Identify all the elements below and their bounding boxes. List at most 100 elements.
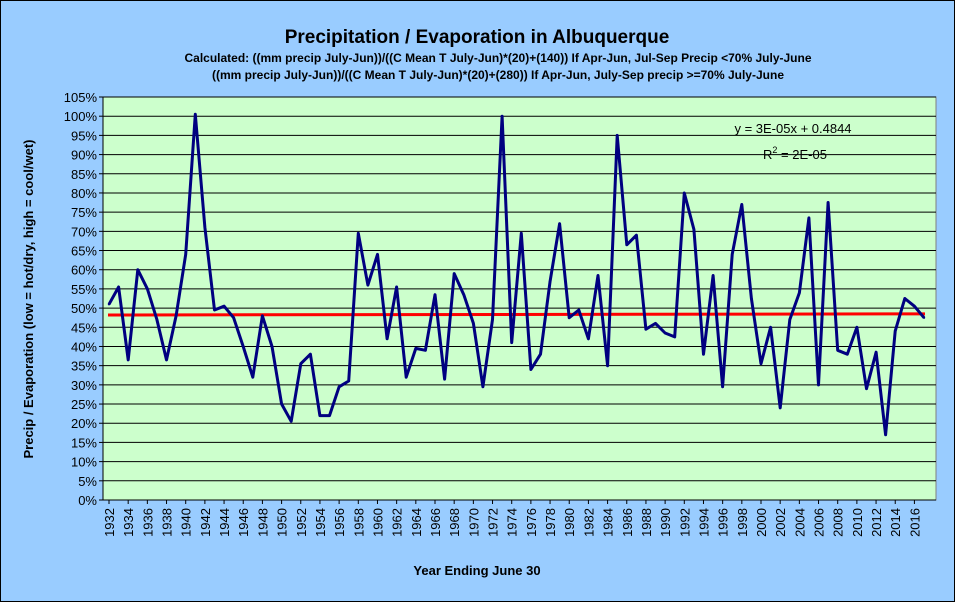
data-point — [232, 316, 235, 319]
x-tick-label: 2014 — [888, 508, 903, 537]
data-point — [874, 351, 878, 354]
x-tick-label: 1960 — [370, 508, 385, 537]
trendline-equation: y = 3E-05x + 0.4844 — [734, 121, 851, 136]
x-tick-label: 1942 — [198, 508, 213, 537]
y-tick-label: 45% — [71, 320, 97, 335]
data-point — [107, 303, 111, 306]
data-point — [213, 308, 216, 312]
x-tick-label: 1990 — [658, 508, 673, 537]
data-point — [625, 243, 628, 246]
data-point — [807, 216, 811, 220]
y-tick-label: 40% — [71, 339, 97, 354]
x-tick-label: 2016 — [907, 508, 922, 537]
data-point — [395, 285, 398, 289]
data-point — [769, 326, 772, 329]
x-tick-label: 1952 — [294, 508, 309, 537]
y-tick-label: 75% — [71, 205, 97, 220]
data-point — [424, 349, 427, 352]
x-tick-label: 2000 — [754, 508, 769, 537]
data-point — [683, 191, 686, 195]
y-tick-label: 60% — [71, 263, 97, 278]
x-tick-label: 1970 — [466, 508, 481, 537]
y-tick-label: 30% — [71, 378, 97, 393]
y-tick-label: 55% — [71, 282, 97, 297]
data-point — [759, 362, 763, 365]
data-point — [357, 232, 360, 235]
data-point — [328, 414, 331, 417]
data-point — [433, 293, 437, 296]
x-tick-label: 1932 — [102, 508, 117, 537]
data-point — [778, 406, 782, 410]
data-point — [587, 337, 590, 340]
data-point — [194, 113, 197, 116]
x-tick-label: 1966 — [428, 508, 443, 537]
x-tick-label: 2002 — [773, 508, 788, 537]
x-tick-label: 2012 — [869, 508, 884, 537]
x-tick-label: 1988 — [639, 508, 654, 537]
data-point — [299, 362, 302, 365]
x-tick-label: 1940 — [179, 508, 194, 537]
x-tick-label: 1954 — [313, 508, 328, 537]
data-point — [261, 314, 264, 317]
x-tick-label: 2004 — [792, 508, 807, 537]
y-tick-label: 25% — [71, 397, 97, 412]
data-point — [376, 253, 379, 256]
x-tick-label: 2006 — [812, 508, 827, 537]
data-point — [922, 316, 926, 319]
x-tick-label: 1938 — [160, 508, 175, 537]
data-point — [577, 308, 581, 312]
data-point — [615, 134, 619, 137]
data-point — [251, 375, 255, 379]
data-point — [702, 352, 705, 356]
data-point — [405, 375, 408, 379]
data-point — [414, 347, 418, 350]
data-point — [654, 322, 657, 325]
data-point — [289, 420, 293, 423]
data-point — [309, 352, 312, 356]
series-line — [107, 112, 926, 437]
x-tick-label: 1972 — [486, 508, 501, 537]
y-tick-label: 50% — [71, 301, 97, 316]
x-tick-label: 1976 — [524, 508, 539, 537]
data-point — [529, 368, 533, 371]
y-tick-label: 105% — [64, 90, 98, 105]
x-tick-label: 1962 — [390, 508, 405, 537]
chart-title: Precipitation / Evaporation in Albuquerq… — [285, 27, 670, 48]
data-point — [174, 314, 178, 317]
x-tick-label: 1986 — [620, 508, 635, 537]
data-point — [903, 297, 907, 300]
data-point — [520, 232, 523, 235]
data-point — [711, 274, 715, 277]
x-tick-label: 1956 — [332, 508, 347, 537]
data-point — [750, 297, 753, 300]
y-tick-label: 20% — [71, 416, 97, 431]
y-tick-label: 95% — [71, 128, 97, 143]
data-point — [596, 274, 600, 277]
x-tick-label: 1946 — [236, 508, 251, 537]
x-tick-label: 1968 — [447, 508, 462, 537]
data-point — [894, 329, 897, 333]
trendline-r-squared: R2 = 2E-05 — [763, 145, 827, 162]
x-tick-label: 1950 — [275, 508, 290, 537]
x-tick-label: 1982 — [581, 508, 596, 537]
data-point — [836, 349, 839, 352]
data-point — [692, 228, 696, 231]
data-point — [635, 233, 638, 237]
data-point — [913, 304, 916, 308]
data-point — [817, 383, 820, 387]
y-tick-label: 90% — [71, 148, 97, 163]
x-axis-ticks: 1932 1934 1936 1938 1940 1942 1944 1946 1948 1950… — [102, 499, 936, 537]
data-point — [788, 318, 791, 321]
data-point — [347, 379, 350, 383]
data-point — [222, 304, 226, 308]
x-tick-label: 2008 — [831, 508, 846, 537]
y-axis-label: Precip / Evaporation (low = hot/dry, hig… — [21, 139, 36, 458]
x-tick-label: 1948 — [255, 508, 270, 537]
x-tick-label: 1980 — [562, 508, 577, 537]
data-point — [500, 114, 504, 118]
data-point — [491, 318, 494, 321]
y-tick-label: 65% — [71, 244, 97, 259]
x-tick-label: 1978 — [543, 508, 558, 537]
data-point — [385, 337, 389, 340]
